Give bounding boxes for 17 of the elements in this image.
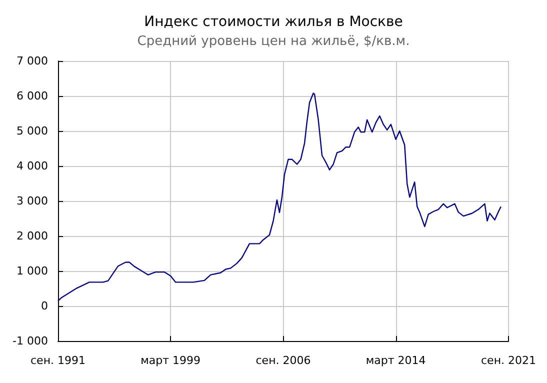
y-tick-label: -1 000	[12, 334, 48, 348]
x-tick-label: март 2014	[366, 354, 426, 367]
chart-subtitle: Средний уровень цен на жильё, $/кв.м.	[137, 34, 410, 49]
y-tick-label: 3 000	[16, 194, 48, 208]
y-tick-label: 1 000	[16, 264, 48, 278]
y-tick-label: 6 000	[16, 90, 48, 102]
x-tick-label: сен. 1991	[30, 354, 86, 367]
y-tick-label: 5 000	[16, 124, 48, 138]
chart-title: Индекс стоимости жилья в Москве	[144, 14, 403, 30]
y-tick-label: 7 000	[16, 54, 48, 68]
y-tick-label: 0	[41, 300, 48, 312]
x-tick-label: сен. 2021	[481, 354, 536, 367]
x-tick-label: сен. 2006	[256, 354, 311, 367]
line-series	[57, 92, 502, 302]
x-tick-label: март 1999	[140, 354, 201, 367]
y-tick-label: 2 000	[16, 230, 48, 242]
y-tick-label: 4 000	[16, 160, 48, 172]
